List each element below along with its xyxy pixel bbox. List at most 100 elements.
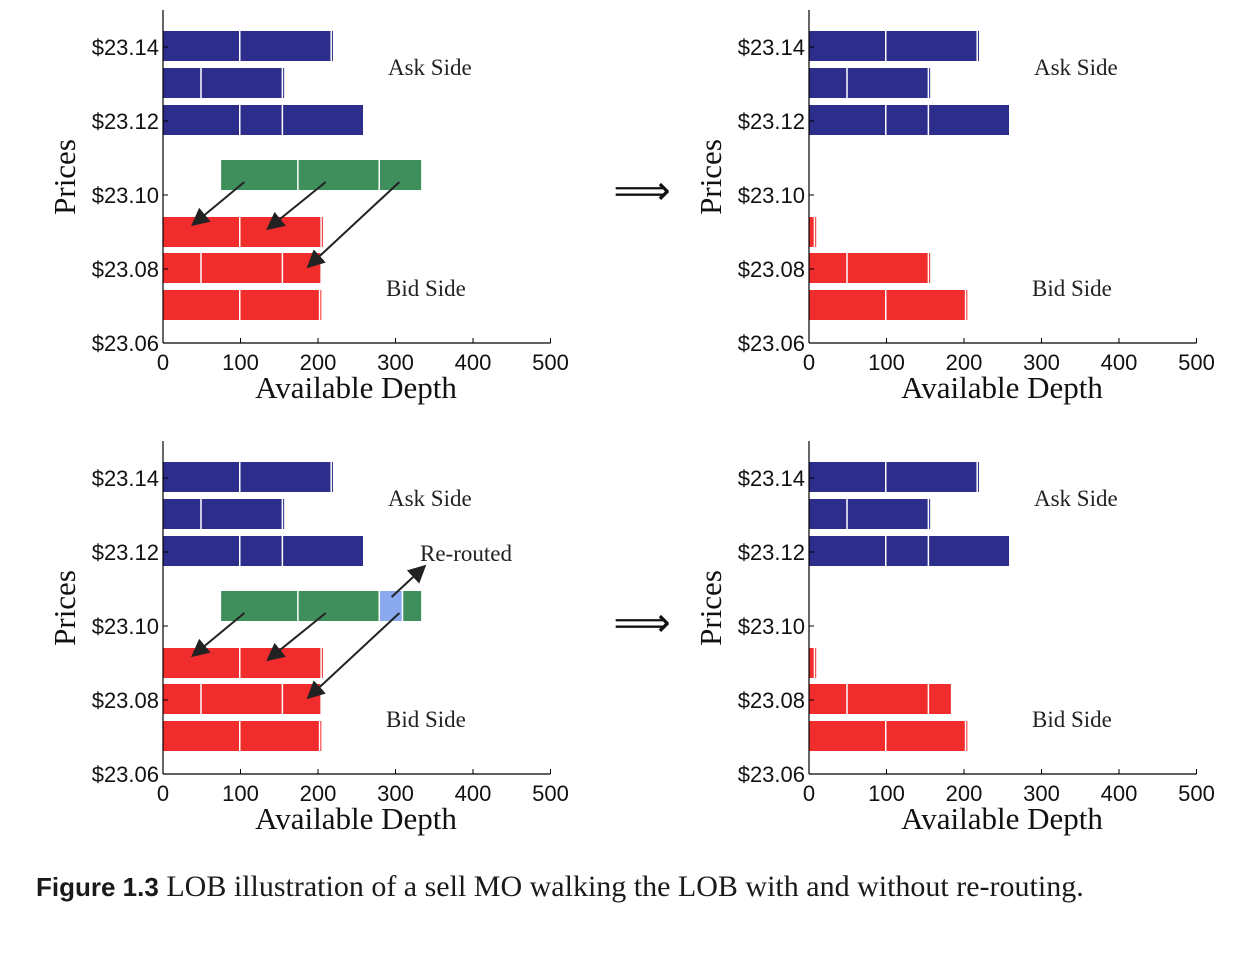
- bar-bid-2309-seg-3: [815, 217, 817, 247]
- bar-ask-2312-seg-3: [283, 105, 363, 135]
- x-tick-label: 200: [300, 781, 337, 806]
- bar-ask-2312-seg-1: [163, 536, 239, 566]
- y-tick-label: $23.12: [92, 540, 159, 565]
- bar-bid-2309-seg-2: [240, 648, 321, 678]
- bar-ask-2313-seg-3: [283, 68, 285, 98]
- bar-bid-2307-seg-1: [809, 721, 885, 751]
- order-arrow-3: [306, 181, 401, 269]
- y-tick-label: $23.08: [738, 257, 805, 282]
- y-tick-label: $23.12: [92, 109, 159, 134]
- bar-order-2310-seg-3: [380, 591, 402, 621]
- bar-ask-2314-seg-2: [240, 462, 331, 492]
- x-tick-label: 200: [300, 350, 337, 375]
- bar-ask-2312-seg-2: [240, 536, 282, 566]
- bar-ask-2312-seg-2: [240, 105, 282, 135]
- bar-bid-2309-seg-2: [240, 217, 321, 247]
- annotation-ask-side: Ask Side: [388, 55, 472, 80]
- annotation-rerouted: Re-routed: [420, 541, 512, 566]
- bar-bid-2308-seg-2: [847, 253, 928, 283]
- bar-bid-2308-seg-2: [201, 684, 282, 714]
- bar-bid-2308-seg-1: [809, 684, 847, 714]
- y-tick-label: $23.10: [92, 183, 159, 208]
- lob-figure: 0 100 200 300 400 500 $23.14 $23.12 $23.10 $23.08…: [47, 10, 1215, 836]
- y-tick-label: $23.06: [738, 331, 805, 356]
- bar-bid-2309-seg-2: [809, 648, 814, 678]
- bar-bid-2308-seg-3: [929, 684, 951, 714]
- bar-ask-2314-seg-3: [331, 462, 333, 492]
- y-tick-label: $23.08: [92, 257, 159, 282]
- bar-bid-2308-seg-3: [283, 253, 321, 283]
- bar-ask-2314-seg-2: [886, 31, 977, 61]
- bar-bid-2307-seg-3: [966, 721, 968, 751]
- bar-order-2310-seg-2: [298, 160, 379, 190]
- bar-ask-2314-seg-3: [331, 31, 333, 61]
- bar-ask-2314-seg-2: [240, 31, 331, 61]
- x-tick-label: 0: [157, 350, 169, 375]
- bar-bid-2307-seg-3: [320, 721, 322, 751]
- y-tick-label: $23.10: [738, 614, 805, 639]
- y-tick-label: $23.06: [738, 762, 805, 787]
- bar-bid-2309-seg-1: [163, 217, 239, 247]
- y-tick-label: $23.10: [92, 614, 159, 639]
- annotation-ask-side: Ask Side: [1034, 55, 1118, 80]
- annotation-bid-side: Bid Side: [386, 707, 466, 732]
- axes: 0 100 200 300 400 500 $23.14 $23.12 $23.10 $23.08…: [738, 441, 1215, 806]
- y-tick-label: $23.12: [738, 109, 805, 134]
- x-tick-label: 300: [377, 350, 414, 375]
- bar-ask-2314-seg-1: [163, 31, 239, 61]
- x-tick-label: 100: [222, 350, 259, 375]
- x-axis-label: Available Depth: [255, 370, 457, 405]
- bar-bid-2307-seg-1: [809, 290, 885, 320]
- bar-bid-2308-seg-2: [847, 684, 928, 714]
- bar-ask-2313-seg-3: [283, 499, 285, 529]
- bar-ask-2312-seg-1: [809, 105, 885, 135]
- figure-caption: Figure 1.3 LOB illustration of a sell MO…: [36, 866, 1206, 908]
- x-tick-label: 200: [946, 781, 983, 806]
- bar-bid-2307-seg-2: [886, 721, 965, 751]
- y-tick-label: $23.14: [738, 35, 805, 60]
- x-tick-label: 500: [1178, 350, 1215, 375]
- lob-panel-2: 0 100 200 300 400 500 $23.14 $23.12 $23.10 $23.08…: [693, 10, 1215, 405]
- bar-bid-2307-seg-3: [320, 290, 322, 320]
- x-tick-label: 100: [868, 350, 905, 375]
- bar-ask-2314-seg-3: [977, 462, 979, 492]
- y-axis-label: Prices: [693, 570, 728, 646]
- x-tick-label: 500: [532, 781, 569, 806]
- order-arrow-1: [191, 181, 246, 227]
- annotation-ask-side: Ask Side: [388, 486, 472, 511]
- x-axis-label: Available Depth: [255, 801, 457, 836]
- bar-order-2310-seg-3: [380, 160, 422, 190]
- y-axis-label: Prices: [693, 139, 728, 215]
- annotation-bid-side: Bid Side: [1032, 707, 1112, 732]
- bar-ask-2312-seg-2: [886, 536, 928, 566]
- bar-order-2310-seg-1: [221, 591, 298, 621]
- x-tick-label: 0: [803, 350, 815, 375]
- bar-ask-2314-seg-2: [886, 462, 977, 492]
- lob-panel-1: 0 100 200 300 400 500 $23.14 $23.12 $23.10 $23.08…: [47, 10, 569, 405]
- bar-ask-2313-seg-2: [201, 68, 282, 98]
- bar-ask-2312-seg-2: [886, 105, 928, 135]
- caption-label: Figure 1.3: [36, 872, 159, 902]
- x-tick-label: 400: [455, 350, 492, 375]
- bar-bid-2307-seg-3: [966, 290, 968, 320]
- x-tick-label: 400: [1101, 350, 1138, 375]
- x-tick-label: 200: [946, 350, 983, 375]
- y-axis-label: Prices: [47, 570, 82, 646]
- bar-bid-2308-seg-3: [283, 684, 321, 714]
- y-axis-label: Prices: [47, 139, 82, 215]
- axes: 0 100 200 300 400 500 $23.14 $23.12 $23.10 $23.08…: [92, 441, 569, 806]
- x-tick-label: 500: [532, 350, 569, 375]
- bar-bid-2307-seg-2: [240, 290, 319, 320]
- y-tick-label: $23.14: [92, 466, 159, 491]
- bar-ask-2313-seg-1: [809, 68, 847, 98]
- x-tick-label: 100: [222, 781, 259, 806]
- bar-bid-2307-seg-2: [240, 721, 319, 751]
- lob-panel-3: 0 100 200 300 400 500 $23.14 $23.12 $23.10 $23.08…: [47, 441, 569, 836]
- bar-bid-2307-seg-1: [163, 721, 239, 751]
- x-axis-label: Available Depth: [901, 370, 1103, 405]
- bar-bid-2309-seg-3: [815, 648, 817, 678]
- lob-panel-4: 0 100 200 300 400 500 $23.14 $23.12 $23.10 $23.08…: [693, 441, 1215, 836]
- y-tick-label: $23.06: [92, 331, 159, 356]
- bar-ask-2314-seg-1: [163, 462, 239, 492]
- y-tick-label: $23.10: [738, 183, 805, 208]
